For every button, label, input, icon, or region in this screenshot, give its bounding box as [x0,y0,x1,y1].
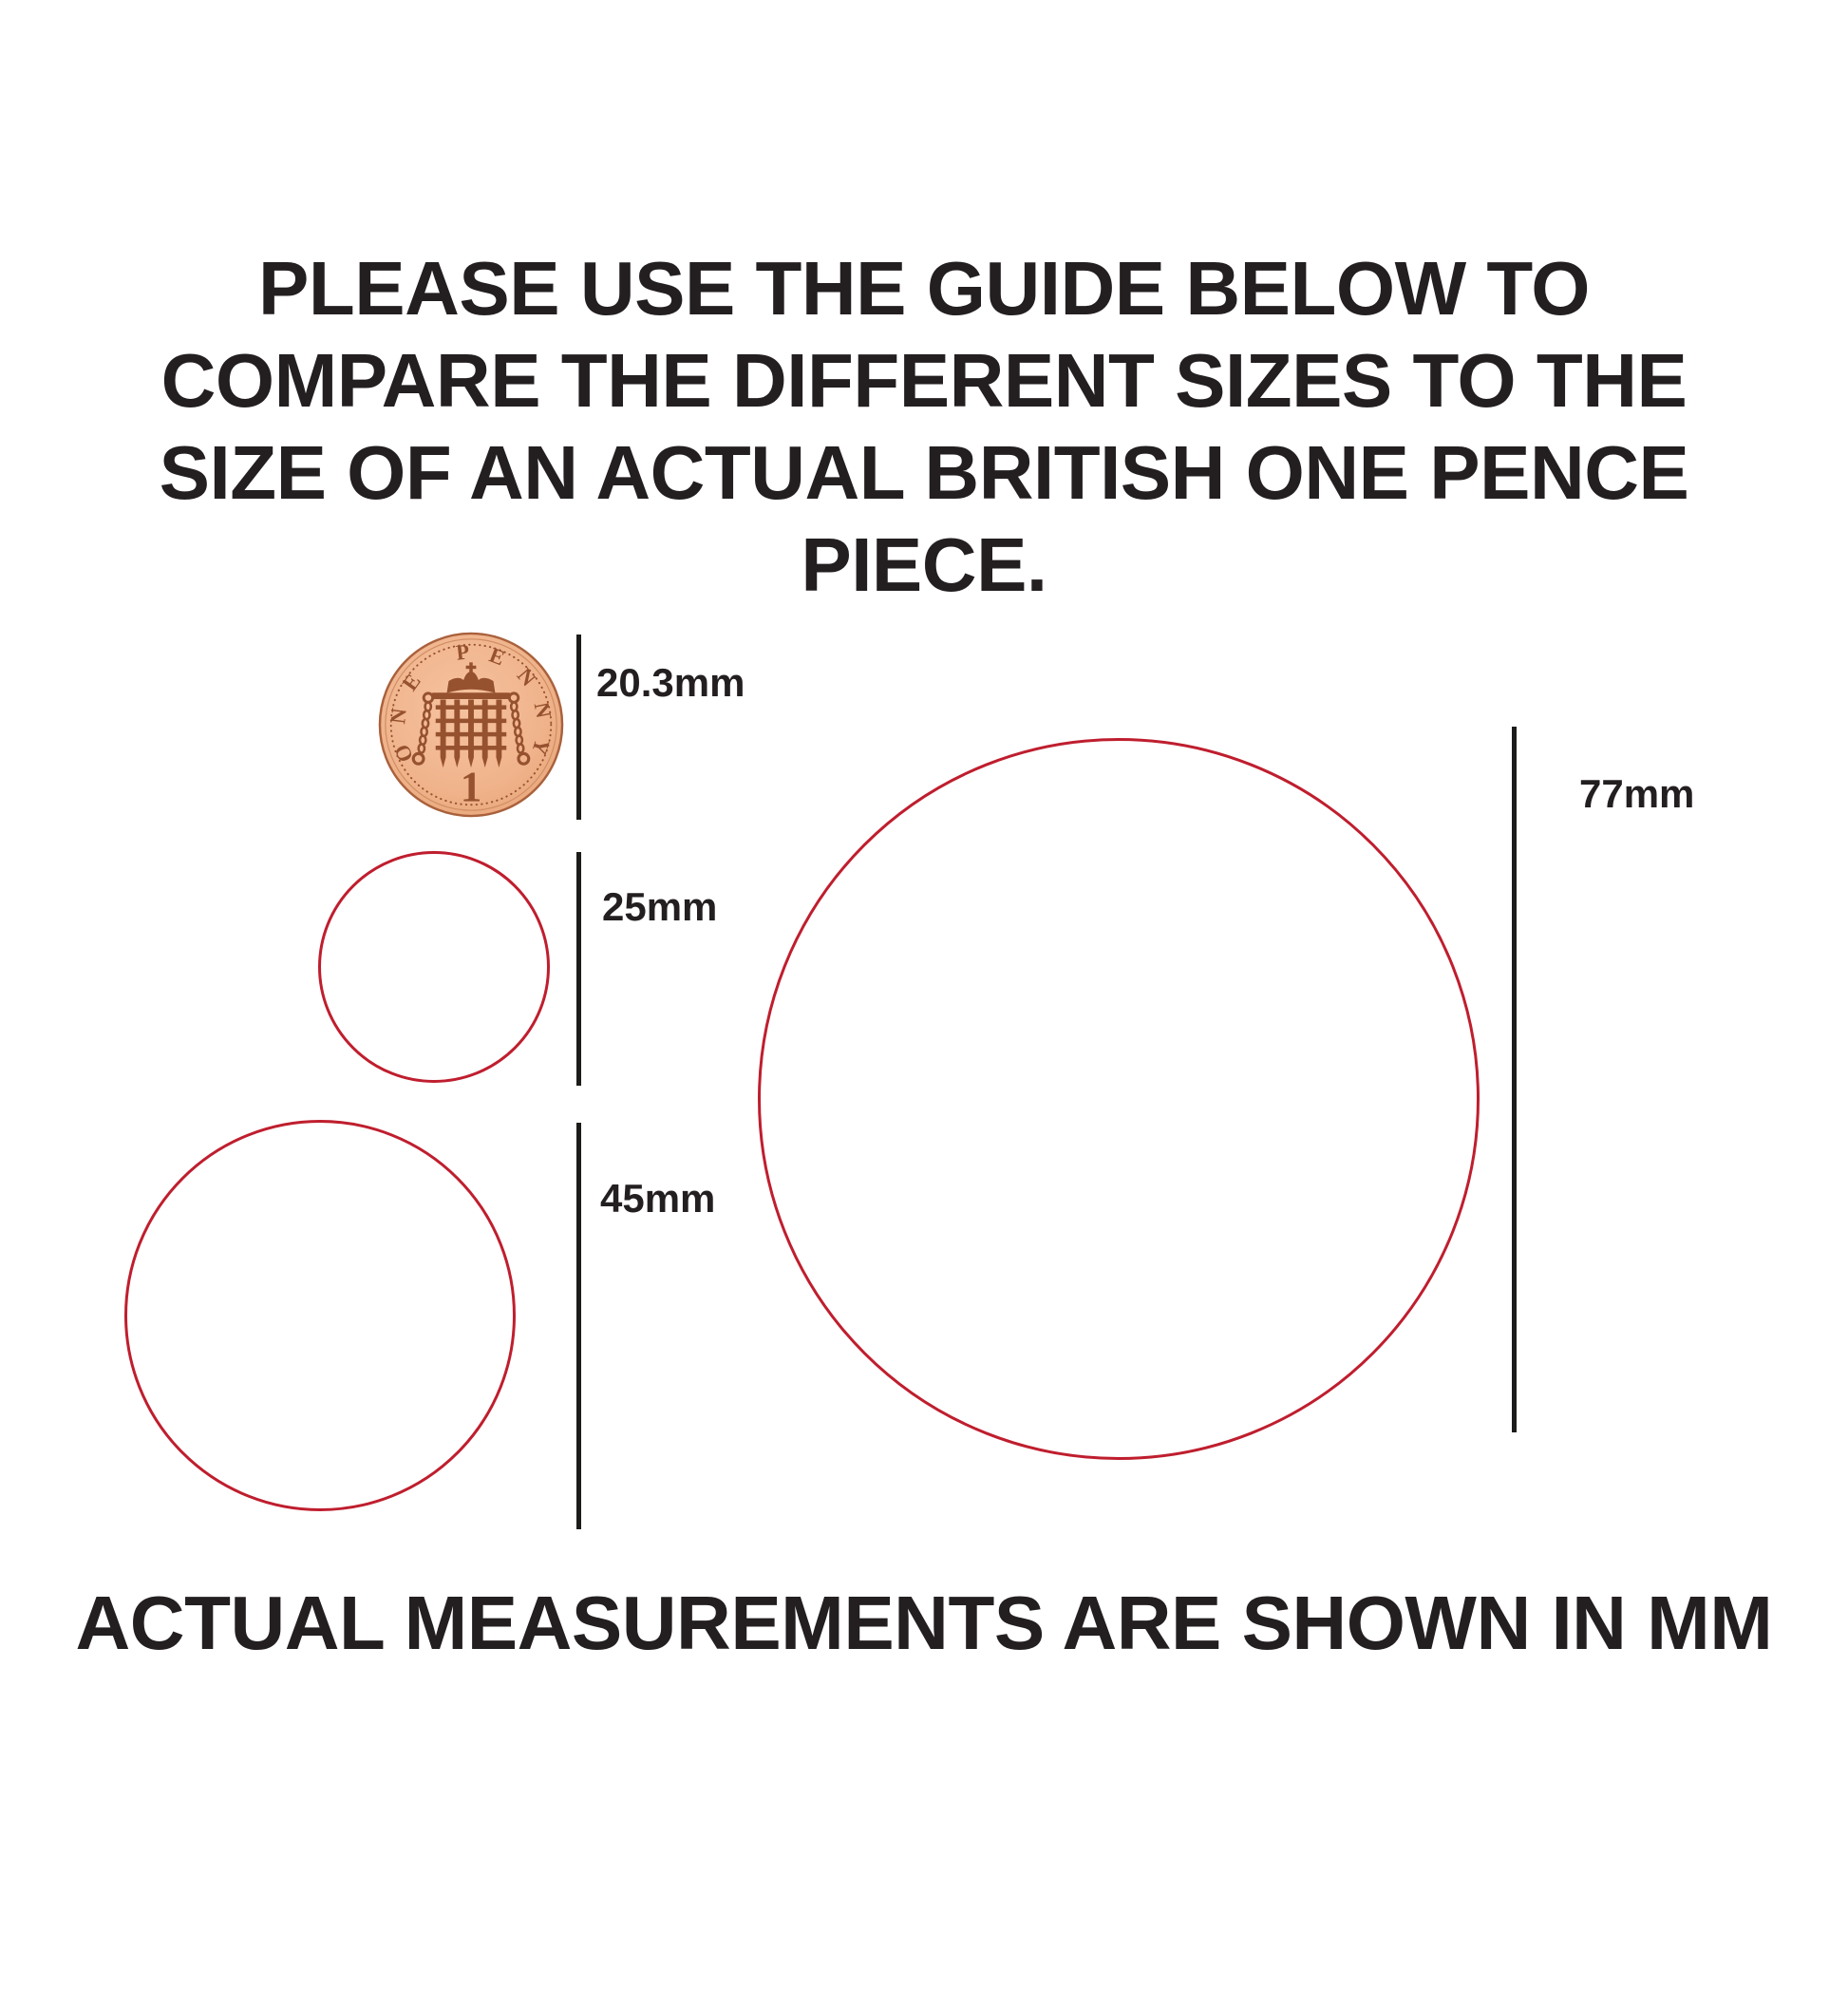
portcullis-icon [411,662,531,768]
size-circle-45mm [124,1120,516,1511]
coin-beaded-ring [389,643,553,806]
size-label-penny: 20.3mm [596,660,745,705]
coin-numeral: 1 [461,763,482,810]
size-label-77mm: 77mm [1579,771,1695,816]
title-line: SIZE OF AN ACTUAL BRITISH ONE PENCE [159,430,1689,515]
title-line: PLEASE USE THE GUIDE BELOW TO [258,246,1590,331]
diameter-line-77mm [1512,727,1517,1432]
size-circle-77mm [758,738,1480,1460]
title-line: COMPARE THE DIFFERENT SIZES TO THE [160,338,1688,423]
diameter-line-penny [576,635,581,820]
size-label-25mm: 25mm [602,884,718,929]
title-line: PIECE. [801,522,1047,607]
size-label-45mm: 45mm [600,1176,716,1221]
coin-inner-rim [385,638,557,811]
size-circle-25mm [318,851,550,1083]
penny-coin-image: ONE PENNY 1 [378,632,564,818]
page-title: PLEASE USE THE GUIDE BELOW TO COMPARE TH… [0,242,1848,611]
footer-note: ACTUAL MEASUREMENTS ARE SHOWN IN MM [75,1581,1773,1665]
diameter-line-25mm [576,852,581,1086]
diameter-line-45mm [576,1123,581,1529]
